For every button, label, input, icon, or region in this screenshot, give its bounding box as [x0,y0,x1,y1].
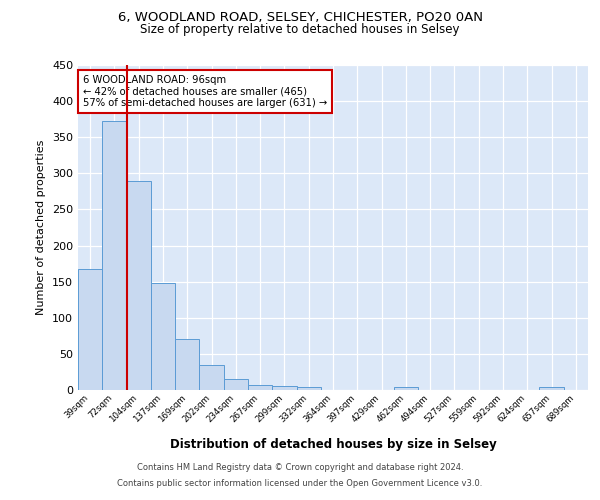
Bar [296,387,321,390]
Text: 6, WOODLAND ROAD, SELSEY, CHICHESTER, PO20 0AN: 6, WOODLAND ROAD, SELSEY, CHICHESTER, PO… [118,11,482,24]
Text: Contains HM Land Registry data © Crown copyright and database right 2024.: Contains HM Land Registry data © Crown c… [137,464,463,472]
Bar [151,283,175,390]
Y-axis label: Number of detached properties: Number of detached properties [37,140,46,315]
Bar [175,340,199,390]
Bar [272,386,296,390]
Bar [102,120,127,390]
Bar [394,387,418,390]
Text: 6 WOODLAND ROAD: 96sqm
← 42% of detached houses are smaller (465)
57% of semi-de: 6 WOODLAND ROAD: 96sqm ← 42% of detached… [83,74,328,108]
Text: Size of property relative to detached houses in Selsey: Size of property relative to detached ho… [140,22,460,36]
X-axis label: Distribution of detached houses by size in Selsey: Distribution of detached houses by size … [170,438,496,450]
Bar [539,387,564,390]
Bar [78,270,102,390]
Bar [248,385,272,390]
Bar [199,364,224,390]
Bar [224,379,248,390]
Text: Contains public sector information licensed under the Open Government Licence v3: Contains public sector information licen… [118,478,482,488]
Bar [127,180,151,390]
